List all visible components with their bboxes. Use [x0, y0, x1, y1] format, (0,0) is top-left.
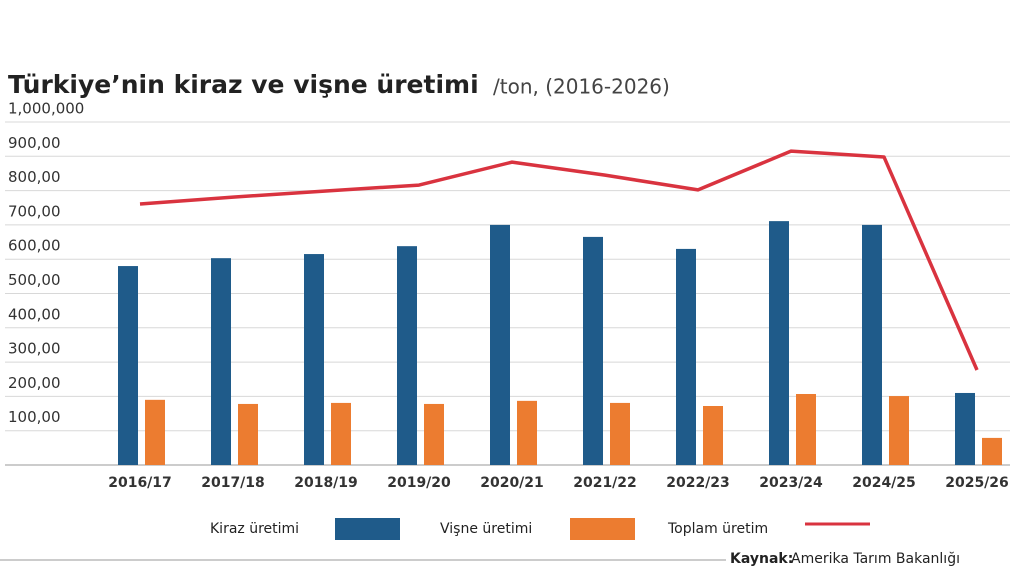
bar: [517, 400, 537, 465]
bar: [862, 224, 882, 465]
bar: [676, 248, 696, 465]
bar: [424, 403, 444, 465]
bar: [490, 224, 510, 465]
bar: [955, 392, 975, 465]
bar: [703, 406, 723, 465]
legend-label: Vişne üretimi: [440, 521, 532, 537]
bar: [796, 393, 816, 465]
y-tick-label: 700,00: [8, 202, 61, 220]
y-tick-label: 500,00: [8, 271, 61, 289]
x-tick-label: 2019/20: [387, 475, 451, 491]
line: [139, 149, 979, 371]
bar: [118, 266, 138, 465]
y-tick-label: 800,00: [8, 168, 61, 186]
x-tick-label: 2022/23: [666, 475, 730, 491]
y-tick-label: 300,00: [8, 340, 61, 358]
source: Amerika Tarım Bakanlığı: [791, 551, 960, 567]
y-tick-label: 900,00: [8, 134, 61, 152]
y-tick-label: 100,00: [8, 408, 61, 426]
chart-subtitle: /ton, (2016-2026): [493, 75, 670, 99]
x-tick-label: 2023/24: [759, 475, 823, 491]
chart-title: Türkiye’nin kiraz ve vişne üretimi: [8, 70, 479, 99]
y-tick-label: 400,00: [8, 305, 61, 323]
bar: [331, 402, 351, 465]
legend-swatch: [335, 518, 400, 540]
x-tick-label: 2018/19: [294, 475, 358, 491]
bar: [145, 399, 165, 465]
bar: [583, 236, 603, 465]
legend-label: Kiraz üretimi: [210, 521, 299, 537]
source-label: Kaynak:: [730, 551, 793, 567]
legend-swatch: [570, 518, 635, 540]
bar: [610, 402, 630, 465]
bar: [769, 221, 789, 465]
bar: [889, 396, 909, 465]
bar: [238, 403, 258, 465]
x-tick-label: 2016/17: [108, 475, 172, 491]
x-tick-label: 2025/26: [945, 475, 1009, 491]
x-tick-label: 2024/25: [852, 475, 916, 491]
y-tick-label: 1,000,000: [8, 100, 84, 118]
bar: [211, 258, 231, 465]
y-tick-label: 600,00: [8, 237, 61, 255]
legend-label: Toplam üretim: [667, 521, 768, 537]
y-tick-label: 200,00: [8, 374, 61, 392]
x-tick-label: 2020/21: [480, 475, 544, 491]
bar: [304, 254, 324, 465]
bar: [397, 246, 417, 465]
x-tick-label: 2021/22: [573, 475, 637, 491]
x-tick-label: 2017/18: [201, 475, 265, 491]
bar: [982, 437, 1002, 465]
